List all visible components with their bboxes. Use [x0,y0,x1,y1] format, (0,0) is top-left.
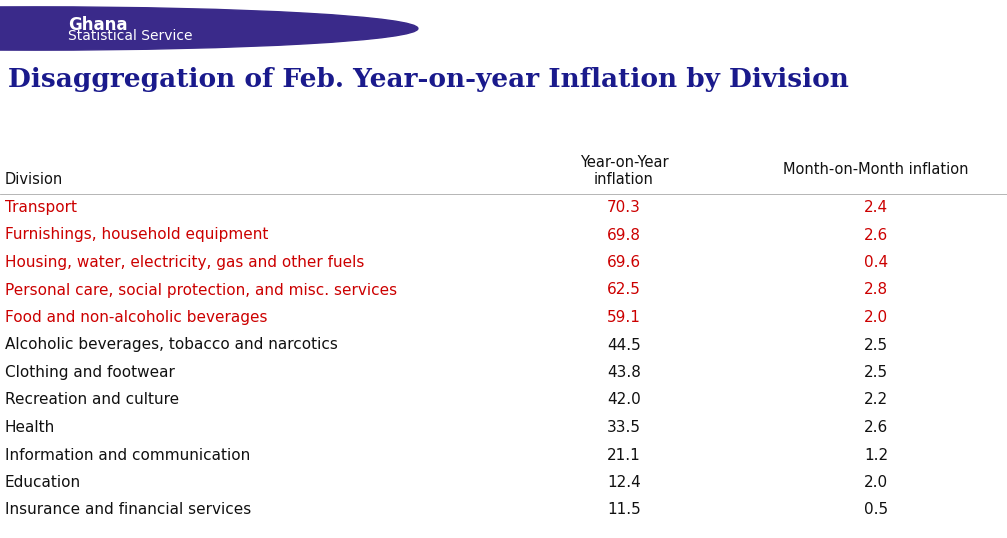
Text: 62.5: 62.5 [607,282,640,298]
Text: Month-on-Month inflation: Month-on-Month inflation [783,162,969,177]
Text: 21.1: 21.1 [607,448,640,463]
Text: 2.2: 2.2 [864,393,888,407]
Text: 6: 6 [498,19,509,38]
Text: 0.4: 0.4 [864,255,888,270]
Text: 33.5: 33.5 [607,420,641,435]
Text: Transport: Transport [5,200,77,215]
Text: Alcoholic beverages, tobacco and narcotics: Alcoholic beverages, tobacco and narcoti… [5,337,338,352]
Text: Statistical Service: Statistical Service [68,29,193,43]
Text: 70.3: 70.3 [607,200,640,215]
Text: Personal care, social protection, and misc. services: Personal care, social protection, and mi… [5,282,397,298]
Text: CPI release: CPI release [906,16,992,31]
Text: 11.5: 11.5 [607,502,640,518]
Text: Year-on-Year: Year-on-Year [580,155,669,170]
Text: Insurance and financial services: Insurance and financial services [5,502,252,518]
Text: inflation: inflation [594,172,654,187]
Text: Clothing and footwear: Clothing and footwear [5,365,175,380]
Text: 2.8: 2.8 [864,282,888,298]
Text: 2.5: 2.5 [864,365,888,380]
Text: Food and non-alcoholic beverages: Food and non-alcoholic beverages [5,310,268,325]
Text: 59.1: 59.1 [607,310,640,325]
Text: 1.2: 1.2 [864,448,888,463]
Text: 2.6: 2.6 [864,228,888,243]
Text: 2.4: 2.4 [864,200,888,215]
Text: 0.5: 0.5 [864,502,888,518]
Text: Health: Health [5,420,55,435]
Text: 2.6: 2.6 [864,420,888,435]
Circle shape [0,7,418,50]
Text: February  2023: February 2023 [876,28,992,43]
Text: Division: Division [5,172,63,187]
Text: Ghana: Ghana [68,16,128,34]
Text: 69.6: 69.6 [607,255,641,270]
Text: Education: Education [5,475,82,490]
Text: Recreation and culture: Recreation and culture [5,393,179,407]
Text: 2.5: 2.5 [864,337,888,352]
Text: 44.5: 44.5 [607,337,640,352]
Text: 2.0: 2.0 [864,475,888,490]
Text: 12.4: 12.4 [607,475,640,490]
Text: 42.0: 42.0 [607,393,640,407]
Text: 2.0: 2.0 [864,310,888,325]
Text: Housing, water, electricity, gas and other fuels: Housing, water, electricity, gas and oth… [5,255,365,270]
Text: Disaggregation of Feb. Year-on-year Inflation by Division: Disaggregation of Feb. Year-on-year Infl… [8,67,849,92]
Text: 69.8: 69.8 [607,228,641,243]
Text: Furnishings, household equipment: Furnishings, household equipment [5,228,269,243]
Text: Information and communication: Information and communication [5,448,251,463]
Text: 43.8: 43.8 [607,365,640,380]
